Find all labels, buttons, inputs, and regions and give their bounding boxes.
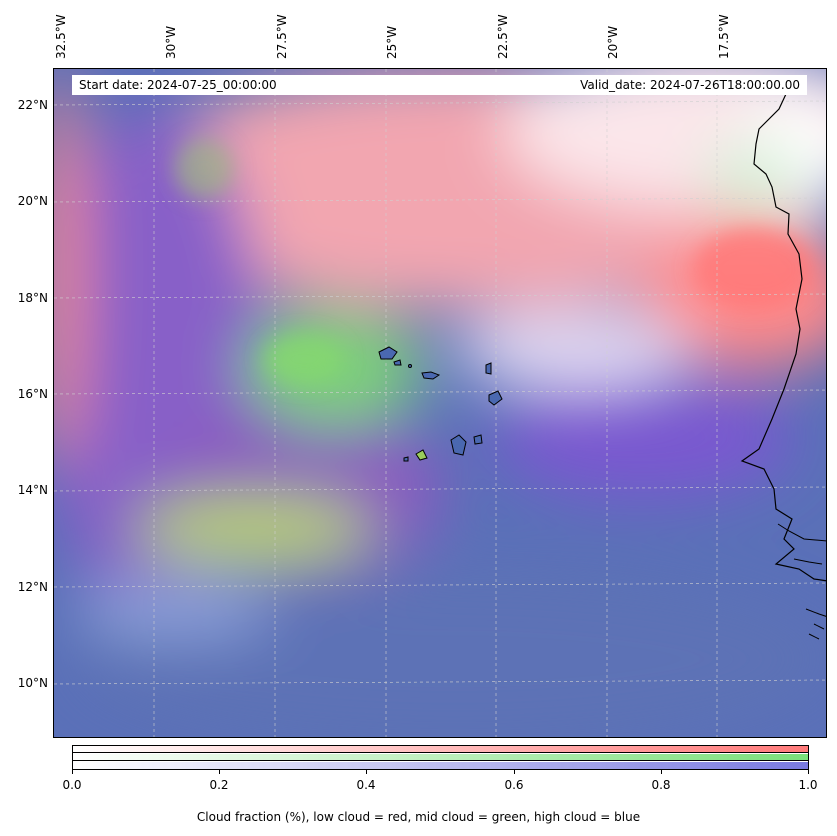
lon-label-32.5w: 32.5°W	[54, 14, 68, 59]
lon-label-20w: 20°W	[606, 25, 620, 59]
colorbar-tick-0: 0.0	[62, 778, 82, 792]
colorbar-tick-2: 0.4	[356, 778, 376, 792]
low-cloud-colorbar	[73, 746, 808, 753]
date-info-bar: Start date: 2024-07-25_00:00:00 Valid_da…	[72, 75, 807, 95]
colorbar-tickmark-1	[219, 770, 220, 774]
lon-label-22.5w: 22.5°W	[496, 14, 510, 59]
lon-label-30w: 30°W	[164, 25, 178, 59]
cloud-fraction-map	[53, 68, 827, 738]
lat-label-20n: 20°N	[17, 194, 48, 208]
lon-label-27.5w: 27.5°W	[275, 14, 289, 59]
cape-verde-islands	[378, 346, 503, 462]
lat-label-22n: 22°N	[17, 98, 48, 112]
colorbar-tick-4: 0.8	[651, 778, 671, 792]
colorbar-caption: Cloud fraction (%), low cloud = red, mid…	[196, 810, 641, 824]
africa-coastline	[740, 93, 826, 582]
lon-label-17.5w: 17.5°W	[717, 14, 731, 59]
colorbar-tick-3: 0.6	[504, 778, 524, 792]
lat-label-10n: 10°N	[17, 676, 48, 690]
valid-date-label: Valid_date: 2024-07-26T18:00:00.00	[580, 78, 800, 92]
colorbar-tickmark-2	[366, 770, 367, 774]
coastal-islands	[777, 523, 826, 640]
colorbar-tickmark-5	[808, 770, 809, 774]
graticule	[54, 69, 826, 737]
start-date-label: Start date: 2024-07-25_00:00:00	[79, 78, 277, 92]
colorbar-tickmark-3	[514, 770, 515, 774]
mid-cloud-colorbar	[73, 754, 808, 761]
cloud-detail	[174, 139, 814, 384]
colorbar-tickmark-0	[72, 770, 73, 774]
colorbar-tickmark-4	[661, 770, 662, 774]
high-cloud-colorbar	[73, 762, 808, 769]
lat-label-12n: 12°N	[17, 580, 48, 594]
lat-label-16n: 16°N	[17, 387, 48, 401]
colorbar-stack	[72, 745, 809, 770]
lon-label-25w: 25°W	[385, 25, 399, 59]
lat-label-18n: 18°N	[17, 291, 48, 305]
cloud-layers	[54, 69, 826, 737]
map-canvas	[54, 69, 826, 737]
lat-label-14n: 14°N	[17, 483, 48, 497]
colorbar-tick-5: 1.0	[798, 778, 818, 792]
colorbar-tick-1: 0.2	[209, 778, 229, 792]
